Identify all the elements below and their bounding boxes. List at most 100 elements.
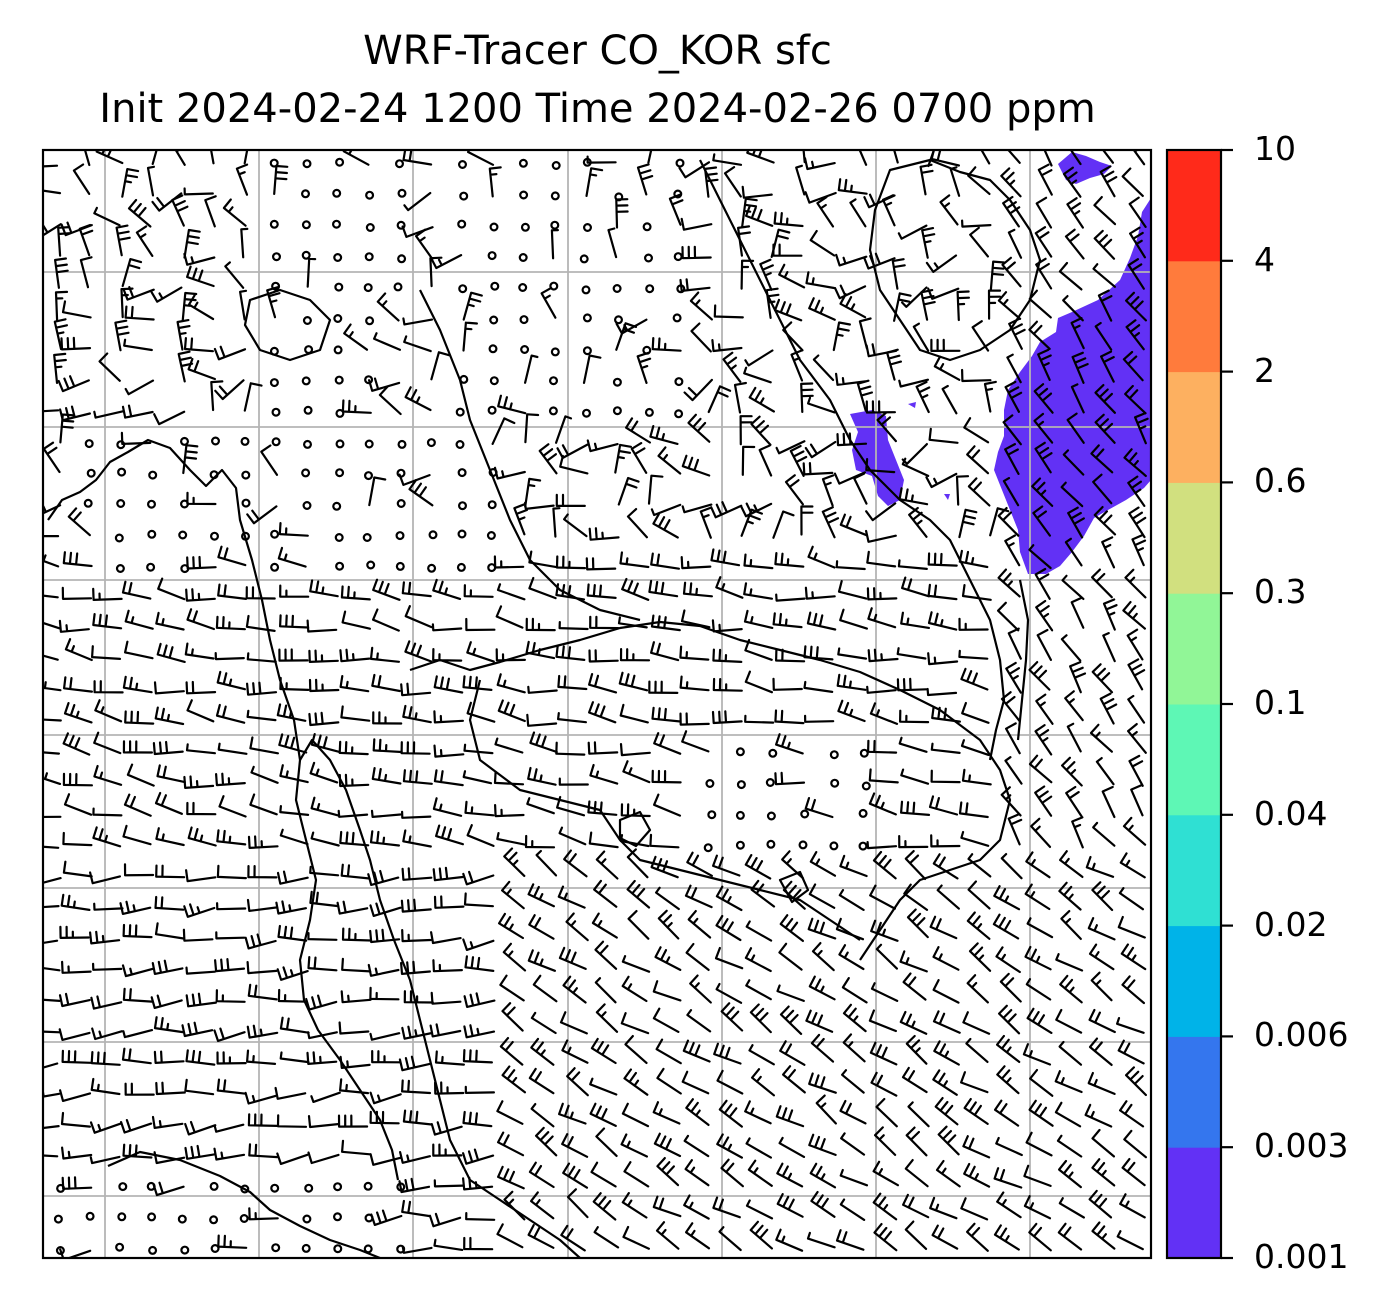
- wind-barb: [1116, 1017, 1145, 1034]
- calm-wind-circle: [302, 501, 312, 511]
- wind-barb: [435, 824, 464, 846]
- wind-barb: [43, 504, 62, 515]
- wind-barb: [898, 487, 929, 506]
- calm-wind-circle: [489, 222, 499, 232]
- wind-barb: [372, 578, 401, 601]
- wind-barb: [689, 974, 712, 1004]
- wind-barb: [276, 1152, 309, 1165]
- wind-barb: [839, 854, 868, 878]
- wind-barb: [586, 439, 619, 453]
- wind-barb: [901, 576, 930, 598]
- wind-barb: [555, 415, 573, 444]
- wind-barb: [527, 1224, 555, 1249]
- wind-barb: [668, 193, 684, 226]
- wind-barb: [1132, 150, 1146, 166]
- wind-barb: [497, 394, 527, 415]
- wind-barb: [1092, 821, 1116, 847]
- calm-wind-circle: [209, 470, 219, 480]
- wind-barb: [181, 291, 198, 322]
- calm-wind-circle: [489, 376, 499, 386]
- wind-barb: [120, 287, 134, 319]
- wind-barb: [339, 675, 370, 693]
- wind-barb: [43, 877, 62, 884]
- wind-barb: [622, 760, 651, 784]
- wind-barb: [620, 1133, 648, 1158]
- calm-wind-circle: [798, 840, 808, 850]
- calm-wind-circle: [148, 1245, 158, 1255]
- wind-barb: [59, 925, 90, 939]
- wind-barb: [681, 503, 713, 514]
- wind-barb: [1059, 974, 1083, 1004]
- wind-barb: [790, 349, 804, 382]
- wind-barb: [652, 1007, 680, 1033]
- wind-barb: [92, 613, 123, 630]
- wind-barb: [276, 1114, 308, 1128]
- wind-barb: [1088, 1008, 1116, 1034]
- calm-wind-circle: [55, 1245, 65, 1255]
- wind-barb: [617, 616, 648, 629]
- wind-barb: [561, 1039, 589, 1064]
- wind-barb: [433, 744, 465, 758]
- wind-barb: [462, 938, 495, 951]
- wind-barb: [214, 958, 246, 973]
- wind-barb: [816, 196, 835, 228]
- wind-barb: [808, 975, 836, 1001]
- wind-barb: [836, 673, 867, 691]
- wind-barb: [1025, 851, 1051, 879]
- wind-barb: [842, 1003, 867, 1033]
- wind-barb: [555, 493, 586, 507]
- wind-barb: [904, 1220, 928, 1250]
- wind-barb: [1131, 533, 1147, 567]
- calm-wind-circle: [858, 841, 868, 851]
- wind-barb: [185, 869, 217, 883]
- wind-barb: [434, 1081, 465, 1095]
- wind-barb: [185, 1049, 216, 1066]
- wind-barb: [993, 1167, 1023, 1189]
- colorbar-tick-label: 0.3: [1254, 572, 1307, 612]
- wind-barb: [802, 462, 834, 476]
- wind-barb: [593, 879, 618, 908]
- calm-wind-circle: [333, 1182, 343, 1192]
- wind-barb: [463, 1236, 494, 1251]
- wind-barb: [800, 382, 814, 413]
- wind-barb: [868, 1009, 897, 1033]
- wind-barb: [432, 1143, 463, 1157]
- wind-barb: [552, 507, 561, 538]
- wind-barb: [896, 677, 928, 692]
- wind-barb: [589, 1102, 617, 1127]
- calm-wind-circle: [551, 161, 561, 171]
- wind-barb: [720, 1002, 744, 1032]
- wind-barb: [908, 506, 928, 538]
- wind-barb: [1032, 505, 1051, 537]
- wind-barb: [626, 879, 651, 909]
- calm-wind-circle: [548, 376, 558, 386]
- wind-barb: [153, 1016, 184, 1034]
- wind-barb: [652, 1101, 681, 1125]
- wind-barb: [812, 354, 835, 382]
- wind-barb: [782, 1065, 806, 1094]
- wind-barb: [866, 841, 898, 850]
- wind-barb: [1099, 692, 1118, 725]
- wind-barb: [1060, 910, 1082, 940]
- wind-barb: [901, 286, 928, 308]
- wind-barb: [1034, 785, 1053, 817]
- wind-barb: [524, 834, 556, 849]
- calm-wind-circle: [332, 188, 342, 198]
- wind-barb: [121, 258, 143, 288]
- wind-barb: [750, 879, 776, 908]
- wind-barb: [775, 1105, 805, 1128]
- wind-barb: [1118, 887, 1144, 911]
- wind-barb: [64, 638, 93, 662]
- wind-barb: [59, 1248, 92, 1258]
- calm-wind-circle: [301, 189, 311, 199]
- calm-wind-circle: [241, 531, 251, 541]
- wind-barb: [246, 898, 279, 912]
- wind-barb: [657, 909, 680, 940]
- wind-barb: [1091, 663, 1114, 694]
- wind-barb: [1026, 1007, 1053, 1034]
- calm-wind-circle: [211, 436, 221, 446]
- wind-barb: [433, 1238, 464, 1251]
- wind-barb: [503, 1190, 526, 1221]
- wind-barb: [782, 880, 806, 910]
